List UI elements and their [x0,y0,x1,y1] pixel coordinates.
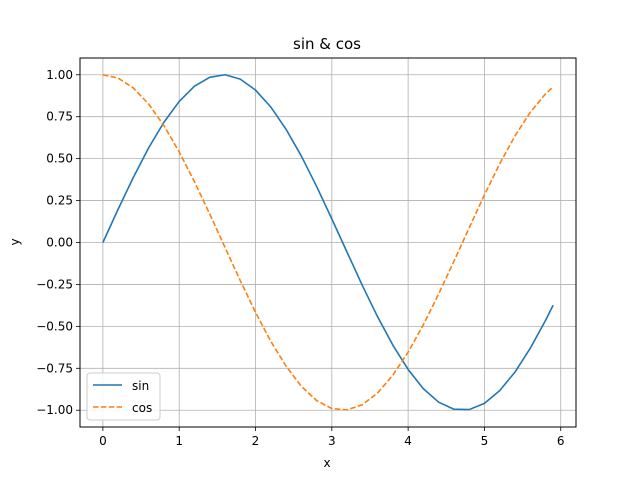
x-axis-ticks: 0 1 2 3 4 5 6 [99,427,565,448]
x-axis-label: x [323,456,330,470]
x-tick-label: 1 [175,434,183,448]
y-tick-label: 1.00 [46,68,73,82]
legend-label-cos: cos [132,401,152,415]
y-tick-label: −0.25 [36,277,73,291]
y-axis-label: y [8,238,22,245]
legend: sin cos [86,372,161,421]
x-tick-label: 5 [481,434,489,448]
y-tick-label: −0.50 [36,319,73,333]
series-line-sin [102,73,554,411]
x-tick-label: 4 [404,434,412,448]
grid [80,58,576,427]
y-tick-label: 0.25 [46,194,73,208]
y-axis-ticks: −1.00 −0.75 −0.50 −0.25 0.00 0.25 0.50 0.75 1.00 [36,68,80,417]
x-tick-label: 3 [328,434,336,448]
legend-label-sin: sin [132,379,149,393]
chart-title: sin & cos [293,35,361,53]
y-tick-label: 0.75 [46,110,73,124]
series-line-cos [102,73,554,411]
x-tick-label: 6 [557,434,565,448]
y-tick-label: −0.75 [36,361,73,375]
y-tick-label: 0.50 [46,152,73,166]
y-tick-label: −1.00 [36,403,73,417]
x-tick-label: 0 [99,434,107,448]
series-lines [102,73,554,411]
x-tick-label: 2 [252,434,260,448]
y-tick-label: 0.00 [46,236,73,250]
